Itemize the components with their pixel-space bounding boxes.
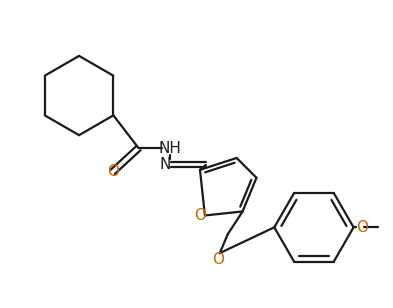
Text: O: O <box>212 252 224 266</box>
Text: N: N <box>160 157 171 172</box>
Text: NH: NH <box>159 140 182 156</box>
Text: O: O <box>356 220 369 235</box>
Text: O: O <box>194 208 206 223</box>
Text: O: O <box>107 164 119 179</box>
